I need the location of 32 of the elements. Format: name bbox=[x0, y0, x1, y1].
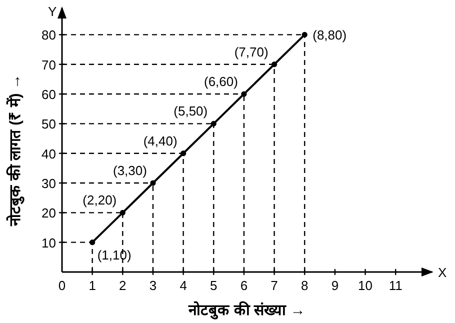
xlabel: नोटबुक की संख्या → bbox=[188, 302, 306, 319]
annotation: Y bbox=[48, 4, 57, 19]
xtick: 10 bbox=[358, 278, 373, 293]
ytick: 20 bbox=[42, 206, 56, 221]
xtick: 6 bbox=[240, 278, 248, 293]
ytick: 70 bbox=[42, 57, 56, 72]
ytick: 80 bbox=[42, 28, 56, 43]
annotation: (4,40) bbox=[143, 133, 178, 148]
annotation: (8,80) bbox=[312, 28, 347, 43]
ytick: 30 bbox=[42, 176, 56, 191]
xtick: 5 bbox=[210, 278, 218, 293]
annotation: (2,20) bbox=[82, 192, 117, 208]
annotation: (5,50) bbox=[174, 104, 208, 119]
annotation: (1,10) bbox=[97, 247, 132, 262]
ytick: 10 bbox=[42, 235, 56, 250]
xtick: 11 bbox=[388, 278, 402, 293]
annotation: (6,60) bbox=[204, 74, 238, 90]
ytick: 50 bbox=[42, 116, 56, 132]
xtick: 1 bbox=[88, 278, 96, 293]
xtick: 3 bbox=[149, 278, 157, 293]
annotation: (7,70) bbox=[234, 44, 268, 60]
xtick: 7 bbox=[270, 278, 278, 293]
xtick: 2 bbox=[119, 278, 126, 293]
ytick: 60 bbox=[42, 87, 56, 102]
ytick: 40 bbox=[42, 146, 56, 162]
xtick: 4 bbox=[180, 278, 187, 293]
xtick: 9 bbox=[331, 278, 339, 293]
xtick: 0 bbox=[58, 278, 66, 293]
ylabel: नोटबुक की लागत (₹ में) → bbox=[7, 74, 24, 226]
annotation: X bbox=[438, 265, 447, 280]
xtick: 8 bbox=[301, 278, 308, 293]
annotation: (3,30) bbox=[113, 163, 147, 178]
